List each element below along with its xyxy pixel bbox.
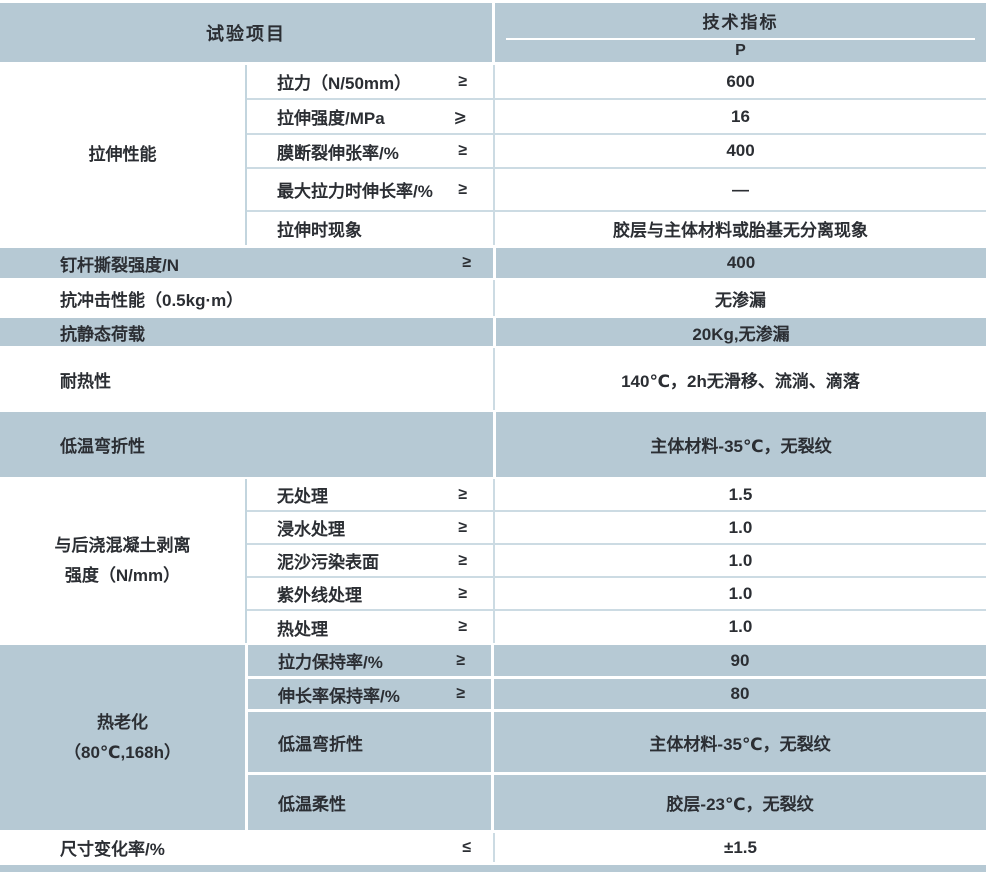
value-cell: 1.0 xyxy=(493,512,986,545)
group-label-line: 热老化 xyxy=(97,712,148,732)
sub-item-tensile-phenomenon: 拉伸时现象 xyxy=(247,212,493,245)
ge-symbol: ≥ xyxy=(458,618,467,635)
item-label: 最大拉力时伸长率/% xyxy=(277,182,433,201)
sub-item-water-immersion: 浸水处理 ≥ xyxy=(247,512,493,545)
item-label: 拉伸时现象 xyxy=(277,221,362,240)
row-label: 低温弯折性 xyxy=(0,412,493,477)
header-grade-p: P xyxy=(735,42,746,59)
item-label: 热处理 xyxy=(277,619,328,639)
group-tensile-properties: 拉伸性能 拉力（N/50mm） ≥ 600 拉伸强度/MPa ⩾ 16 膜断裂伸张率… xyxy=(0,65,986,245)
ge-symbol: ≥ xyxy=(458,142,467,159)
item-label: 泥沙污染表面 xyxy=(277,553,379,572)
item-label: 无处理 xyxy=(277,487,328,506)
item-label: 拉力（N/50mm） xyxy=(277,74,412,93)
sub-item-max-force-elongation: 最大拉力时伸长率/% ≥ xyxy=(247,169,493,212)
table-header: 试验项目 技术指标 P xyxy=(0,3,986,62)
header-tech-index: 技术指标 xyxy=(506,3,975,40)
value-cell: ±1.5 xyxy=(493,833,986,862)
header-test-item: 试验项目 xyxy=(0,3,492,62)
row-label: 尺寸变化率/% ≤ xyxy=(0,833,493,862)
value-cell: 1.5 xyxy=(493,479,986,512)
value-cell: 400 xyxy=(493,135,986,169)
item-label: 伸长率保持率/% xyxy=(278,686,400,706)
item-label: 钉杆撕裂强度/N xyxy=(60,255,179,275)
sub-item-mud-contaminated: 泥沙污染表面 ≥ xyxy=(247,545,493,578)
value-cell: 140℃，2h无滑移、流淌、滴落 xyxy=(493,348,986,410)
item-label: 紫外线处理 xyxy=(277,586,362,605)
value-cell: 1.0 xyxy=(493,545,986,578)
group-label-line: 强度（N/mm） xyxy=(64,566,181,585)
item-label: 浸水处理 xyxy=(277,520,345,539)
row-impact-resistance: 抗冲击性能（0.5kg·m） 无渗漏 xyxy=(0,280,986,316)
sub-item-low-temp-bending-aged: 低温弯折性 xyxy=(248,712,491,772)
value-cell: — xyxy=(493,169,986,212)
ge-symbol: ≥ xyxy=(458,518,467,536)
row-label: 抗静态荷载 xyxy=(0,318,493,346)
bottom-border-band xyxy=(0,865,986,872)
value-cell: 胶层与主体材料或胎基无分离现象 xyxy=(493,212,986,245)
group-label-peel-strength: 与后浇混凝土剥离 强度（N/mm） xyxy=(0,479,247,643)
item-label: 膜断裂伸张率/% xyxy=(277,143,399,163)
item-label: 抗冲击性能（0.5kg·m） xyxy=(60,290,244,310)
value-cell: 16 xyxy=(493,100,986,135)
value-cell: 主体材料-35℃，无裂纹 xyxy=(494,712,986,772)
value-cell: 400 xyxy=(493,248,986,278)
sub-item-untreated: 无处理 ≥ xyxy=(247,479,493,512)
item-label: 抗静态荷载 xyxy=(60,324,145,344)
sub-item-tensile-force: 拉力（N/50mm） ≥ xyxy=(247,65,493,100)
item-label: 低温柔性 xyxy=(278,795,346,814)
value-cell: 1.0 xyxy=(493,578,986,611)
group-label-line: 与后浇混凝土剥离 xyxy=(54,536,191,555)
row-nail-tear-strength: 钉杆撕裂强度/N ≥ 400 xyxy=(0,248,986,278)
item-label: 低温弯折性 xyxy=(60,437,145,456)
row-label: 抗冲击性能（0.5kg·m） xyxy=(0,280,493,316)
sub-item-film-elongation: 膜断裂伸张率/% ≥ xyxy=(247,135,493,169)
item-label: 拉伸强度/MPa xyxy=(277,109,385,128)
sub-item-force-retention: 拉力保持率/% ≥ xyxy=(248,645,491,676)
row-low-temp-bending: 低温弯折性 主体材料-35℃，无裂纹 xyxy=(0,412,986,477)
le-symbol: ≤ xyxy=(462,838,471,856)
group-label-tensile: 拉伸性能 xyxy=(0,65,247,245)
value-cell: 80 xyxy=(494,679,986,709)
value-cell: 600 xyxy=(493,65,986,100)
ge-symbol: ≥ xyxy=(462,254,471,271)
item-label: 拉力保持率/% xyxy=(278,653,383,672)
group-label-heat-aging: 热老化 （80℃,168h） xyxy=(0,645,245,830)
group-heat-aging: 热老化 （80℃,168h） 拉力保持率/% ≥ 90 伸长率保持率/% ≥ 80 … xyxy=(0,645,986,830)
item-label: 耐热性 xyxy=(60,371,111,391)
ge-symbol: ≥ xyxy=(456,651,465,669)
sub-item-elongation-retention: 伸长率保持率/% ≥ xyxy=(248,679,491,709)
ge-symbol: ≥ xyxy=(458,485,467,503)
ge-symbol: ≥ xyxy=(456,685,465,702)
sub-item-tensile-strength: 拉伸强度/MPa ⩾ xyxy=(247,100,493,135)
item-label: 低温弯折性 xyxy=(278,734,363,754)
sub-item-low-temp-flexibility: 低温柔性 xyxy=(248,775,491,830)
ge-symbol: ≥ xyxy=(458,180,467,198)
ge-symbol: ≥ xyxy=(458,72,467,90)
ge-symbol: ≥ xyxy=(458,551,467,569)
value-cell: 无渗漏 xyxy=(493,280,986,316)
item-label: 尺寸变化率/% xyxy=(60,840,165,859)
row-static-load: 抗静态荷载 20Kg,无渗漏 xyxy=(0,318,986,346)
row-label: 耐热性 xyxy=(0,348,493,410)
value-cell: 90 xyxy=(494,645,986,676)
group-peel-strength: 与后浇混凝土剥离 强度（N/mm） 无处理 ≥ 1.5 浸水处理 ≥ 1.0 泥沙污… xyxy=(0,479,986,643)
value-cell: 胶层-23℃，无裂纹 xyxy=(494,775,986,830)
sub-item-uv-treated: 紫外线处理 ≥ xyxy=(247,578,493,611)
group-label-line: （80℃,168h） xyxy=(64,742,181,762)
ge-symbol: ⩾ xyxy=(453,108,467,126)
row-heat-resistance: 耐热性 140℃，2h无滑移、流淌、滴落 xyxy=(0,348,986,410)
header-tech-index-group: 技术指标 P xyxy=(495,3,986,62)
ge-symbol: ≥ xyxy=(458,584,467,602)
group-label-line: 拉伸性能 xyxy=(88,145,157,164)
value-cell: 20Kg,无渗漏 xyxy=(493,318,986,346)
row-dimensional-change: 尺寸变化率/% ≤ ±1.5 xyxy=(0,833,986,862)
value-cell: 主体材料-35℃，无裂纹 xyxy=(493,412,986,477)
row-label: 钉杆撕裂强度/N ≥ xyxy=(0,248,493,278)
sub-item-heat-treated: 热处理 ≥ xyxy=(247,611,493,643)
value-cell: 1.0 xyxy=(493,611,986,643)
